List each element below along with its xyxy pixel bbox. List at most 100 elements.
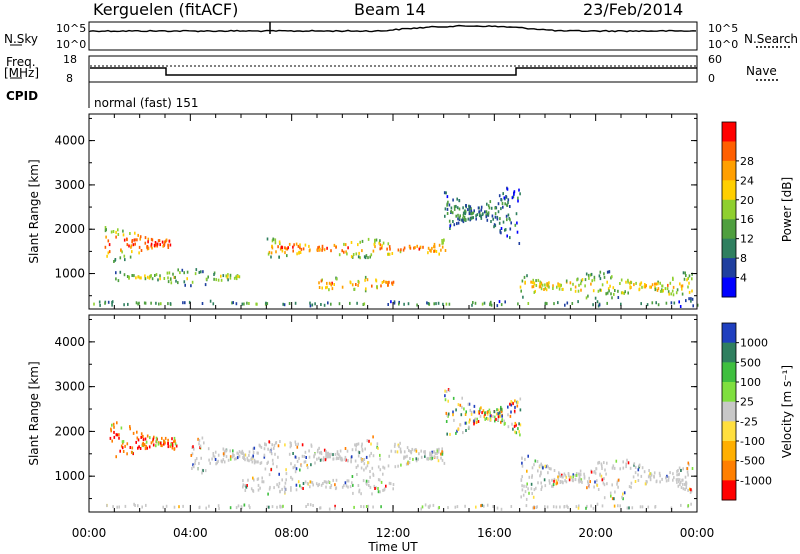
vel-cell	[520, 495, 522, 499]
power-cell	[456, 197, 458, 201]
vel-cell	[677, 469, 679, 472]
power-cell	[194, 272, 197, 276]
power-cell	[378, 241, 380, 245]
power-cell	[341, 249, 343, 253]
vel-cell	[367, 504, 370, 508]
vel-cell	[131, 446, 134, 450]
vel-cell	[246, 484, 248, 487]
vel-cell	[494, 419, 496, 423]
power-cell	[138, 245, 141, 249]
power-cell	[155, 273, 158, 277]
vel-cell	[684, 475, 687, 479]
vel-cell	[235, 457, 237, 461]
vel-cell	[153, 435, 155, 439]
power-cell	[611, 296, 613, 300]
power-cell	[283, 303, 286, 307]
vel-cell	[317, 448, 319, 452]
power-cell	[623, 291, 625, 295]
vel-cell	[314, 461, 316, 465]
power-cell	[170, 281, 173, 285]
vel-cell	[463, 407, 465, 411]
power-cell	[169, 302, 172, 306]
vel-cell	[613, 466, 616, 470]
vel-colorbar-tick-label: 1000	[740, 337, 768, 350]
power-cell	[502, 192, 504, 196]
power-cell	[370, 253, 373, 257]
vel-colorbar-segment	[722, 362, 736, 383]
power-cell	[572, 282, 574, 286]
vel-cell	[366, 482, 368, 486]
vel-cell	[132, 452, 134, 456]
vel-cell	[143, 443, 146, 447]
power-cell	[450, 210, 452, 213]
vel-cell	[409, 457, 411, 460]
vel-cell	[580, 478, 583, 482]
vel-cell	[665, 476, 667, 480]
power-cell	[489, 200, 492, 204]
vel-cell	[290, 486, 292, 490]
vel-cell	[680, 486, 683, 489]
power-cell	[156, 244, 158, 248]
power-cell	[361, 249, 363, 253]
vel-cell	[429, 504, 431, 508]
power-cell	[205, 277, 208, 281]
vel-cell	[369, 485, 372, 489]
vel-cell	[625, 465, 627, 469]
power-cell	[500, 303, 503, 307]
power-cell	[564, 303, 566, 307]
vel-cell	[259, 461, 262, 465]
vel-cell	[533, 506, 535, 510]
power-cell	[523, 275, 526, 279]
vel-cell	[357, 484, 360, 487]
vel-cell	[666, 474, 668, 478]
power-cell	[123, 273, 126, 277]
vel-cell	[341, 485, 344, 489]
power-cell	[403, 302, 405, 306]
vel-cell	[408, 449, 410, 452]
power-cell	[376, 285, 378, 289]
vel-cell	[685, 481, 687, 485]
vel-cell	[596, 483, 599, 487]
vel-cell	[559, 505, 561, 509]
vel-cell	[372, 505, 374, 509]
vel-cell	[510, 505, 513, 508]
vel-cell	[137, 504, 139, 508]
vel-cell	[343, 484, 345, 488]
vel-cell	[507, 425, 510, 429]
vel-cell	[268, 473, 271, 477]
power-cell	[341, 285, 344, 289]
power-cell	[606, 270, 609, 274]
vel-cell	[288, 452, 291, 456]
power-cell	[163, 242, 166, 246]
vel-cell	[370, 451, 372, 455]
power-cell	[314, 302, 316, 306]
vel-cell	[531, 492, 533, 495]
power-cell	[681, 292, 684, 296]
vel-cell	[382, 488, 384, 492]
vel-cell	[661, 477, 663, 481]
power-cell	[510, 221, 512, 225]
vel-cell	[354, 459, 357, 463]
power-cell	[309, 304, 312, 308]
power-cell	[490, 220, 492, 223]
vel-cell	[567, 472, 570, 475]
vel-cell	[475, 505, 477, 509]
vel-cell	[368, 439, 370, 443]
power-cell	[516, 230, 519, 234]
power-cell	[521, 279, 524, 283]
power-cell	[467, 208, 469, 212]
power-cell	[580, 282, 582, 286]
vel-cell	[540, 481, 542, 485]
vel-cell	[372, 454, 375, 458]
vel-cell	[583, 472, 585, 476]
vel-cell	[316, 450, 319, 454]
vel-cell	[678, 478, 681, 482]
power-cell	[546, 283, 548, 287]
power-cell	[355, 283, 357, 286]
power-cell	[387, 283, 389, 287]
power-cell	[277, 245, 279, 249]
vel-cell	[516, 404, 519, 408]
power-cell	[426, 301, 428, 305]
power-cell	[287, 246, 289, 250]
